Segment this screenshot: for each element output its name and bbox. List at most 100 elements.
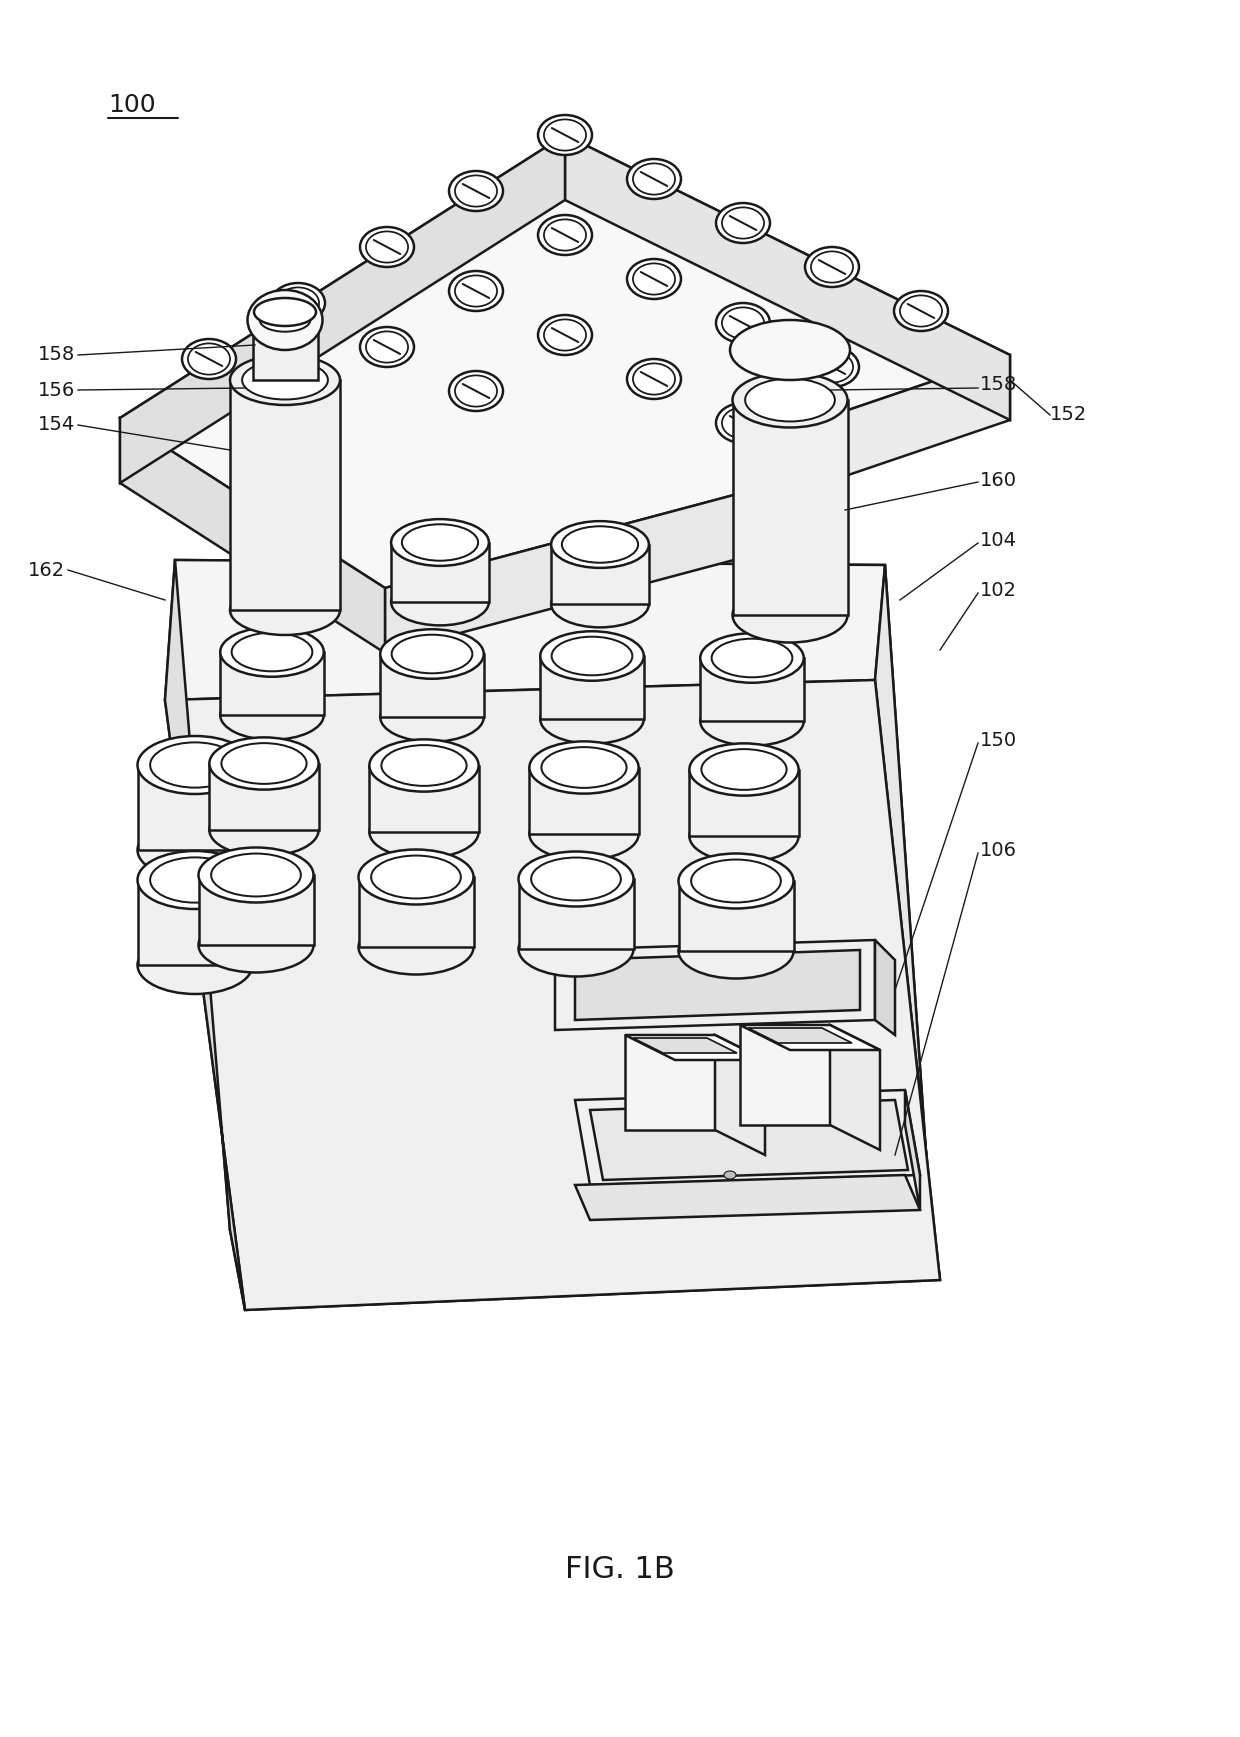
Ellipse shape	[678, 924, 794, 978]
Polygon shape	[760, 354, 1011, 505]
Text: 160: 160	[980, 471, 1017, 490]
Ellipse shape	[733, 372, 847, 427]
Ellipse shape	[701, 697, 804, 745]
Polygon shape	[748, 1028, 852, 1042]
Ellipse shape	[531, 858, 621, 900]
Ellipse shape	[210, 738, 319, 790]
Ellipse shape	[138, 736, 253, 794]
Ellipse shape	[254, 299, 316, 327]
Polygon shape	[253, 320, 317, 380]
Ellipse shape	[138, 822, 253, 879]
Polygon shape	[740, 1025, 830, 1126]
Text: 150: 150	[980, 731, 1017, 749]
Ellipse shape	[272, 382, 325, 424]
Ellipse shape	[229, 354, 340, 405]
Ellipse shape	[358, 849, 474, 905]
Ellipse shape	[370, 740, 479, 792]
Ellipse shape	[627, 360, 681, 400]
Ellipse shape	[702, 749, 786, 790]
Polygon shape	[575, 1091, 920, 1185]
Ellipse shape	[689, 743, 799, 796]
Ellipse shape	[715, 403, 770, 443]
Ellipse shape	[358, 919, 474, 974]
Text: 152: 152	[1050, 405, 1087, 424]
Ellipse shape	[253, 365, 317, 394]
Text: 158: 158	[37, 346, 74, 365]
Ellipse shape	[198, 848, 314, 903]
Ellipse shape	[627, 259, 681, 299]
Ellipse shape	[722, 408, 764, 439]
Ellipse shape	[272, 283, 325, 323]
Ellipse shape	[894, 292, 949, 332]
Ellipse shape	[391, 519, 489, 566]
Ellipse shape	[632, 264, 675, 295]
Ellipse shape	[211, 853, 301, 896]
Ellipse shape	[248, 290, 322, 349]
Ellipse shape	[627, 160, 681, 200]
Ellipse shape	[381, 629, 484, 679]
Ellipse shape	[518, 851, 634, 907]
Polygon shape	[701, 658, 804, 721]
Ellipse shape	[449, 170, 503, 210]
Text: 162: 162	[27, 561, 64, 580]
Polygon shape	[740, 1025, 880, 1049]
Ellipse shape	[455, 276, 497, 307]
Polygon shape	[625, 1035, 715, 1131]
Polygon shape	[391, 542, 489, 603]
Ellipse shape	[182, 339, 236, 379]
Ellipse shape	[805, 347, 859, 387]
Polygon shape	[551, 544, 649, 604]
Ellipse shape	[232, 632, 312, 670]
Polygon shape	[120, 419, 384, 653]
Ellipse shape	[529, 808, 639, 860]
Ellipse shape	[632, 363, 675, 394]
Polygon shape	[120, 135, 1011, 589]
Ellipse shape	[551, 580, 649, 627]
Ellipse shape	[544, 219, 587, 250]
Ellipse shape	[730, 320, 849, 380]
Polygon shape	[518, 879, 634, 948]
Text: 156: 156	[37, 380, 74, 400]
Polygon shape	[210, 764, 319, 830]
Polygon shape	[221, 651, 324, 716]
Ellipse shape	[455, 175, 497, 207]
Ellipse shape	[722, 207, 764, 238]
Polygon shape	[358, 877, 474, 947]
Ellipse shape	[900, 295, 942, 327]
Ellipse shape	[221, 627, 324, 677]
Ellipse shape	[371, 856, 461, 898]
Polygon shape	[165, 679, 940, 1310]
Ellipse shape	[150, 858, 239, 903]
Polygon shape	[575, 950, 861, 1020]
Ellipse shape	[150, 742, 239, 787]
Ellipse shape	[715, 203, 770, 243]
Polygon shape	[229, 1211, 940, 1310]
Ellipse shape	[391, 578, 489, 625]
Polygon shape	[556, 940, 875, 1030]
Polygon shape	[875, 565, 940, 1280]
Polygon shape	[689, 769, 799, 835]
Polygon shape	[830, 1025, 880, 1150]
Ellipse shape	[722, 307, 764, 339]
Polygon shape	[875, 940, 895, 1035]
Ellipse shape	[360, 327, 414, 367]
Ellipse shape	[360, 228, 414, 267]
Polygon shape	[541, 657, 644, 719]
Ellipse shape	[253, 306, 317, 335]
Ellipse shape	[701, 634, 804, 683]
Polygon shape	[529, 768, 639, 834]
Text: 100: 100	[108, 94, 156, 116]
Ellipse shape	[538, 314, 591, 354]
Ellipse shape	[277, 387, 319, 419]
Ellipse shape	[544, 320, 587, 351]
Ellipse shape	[689, 809, 799, 862]
Polygon shape	[165, 559, 246, 1310]
Ellipse shape	[544, 120, 587, 151]
Ellipse shape	[542, 747, 626, 789]
Ellipse shape	[366, 231, 408, 262]
Ellipse shape	[632, 163, 675, 195]
Polygon shape	[590, 1100, 908, 1179]
Ellipse shape	[724, 1171, 737, 1179]
Ellipse shape	[733, 587, 847, 643]
Polygon shape	[733, 400, 847, 615]
